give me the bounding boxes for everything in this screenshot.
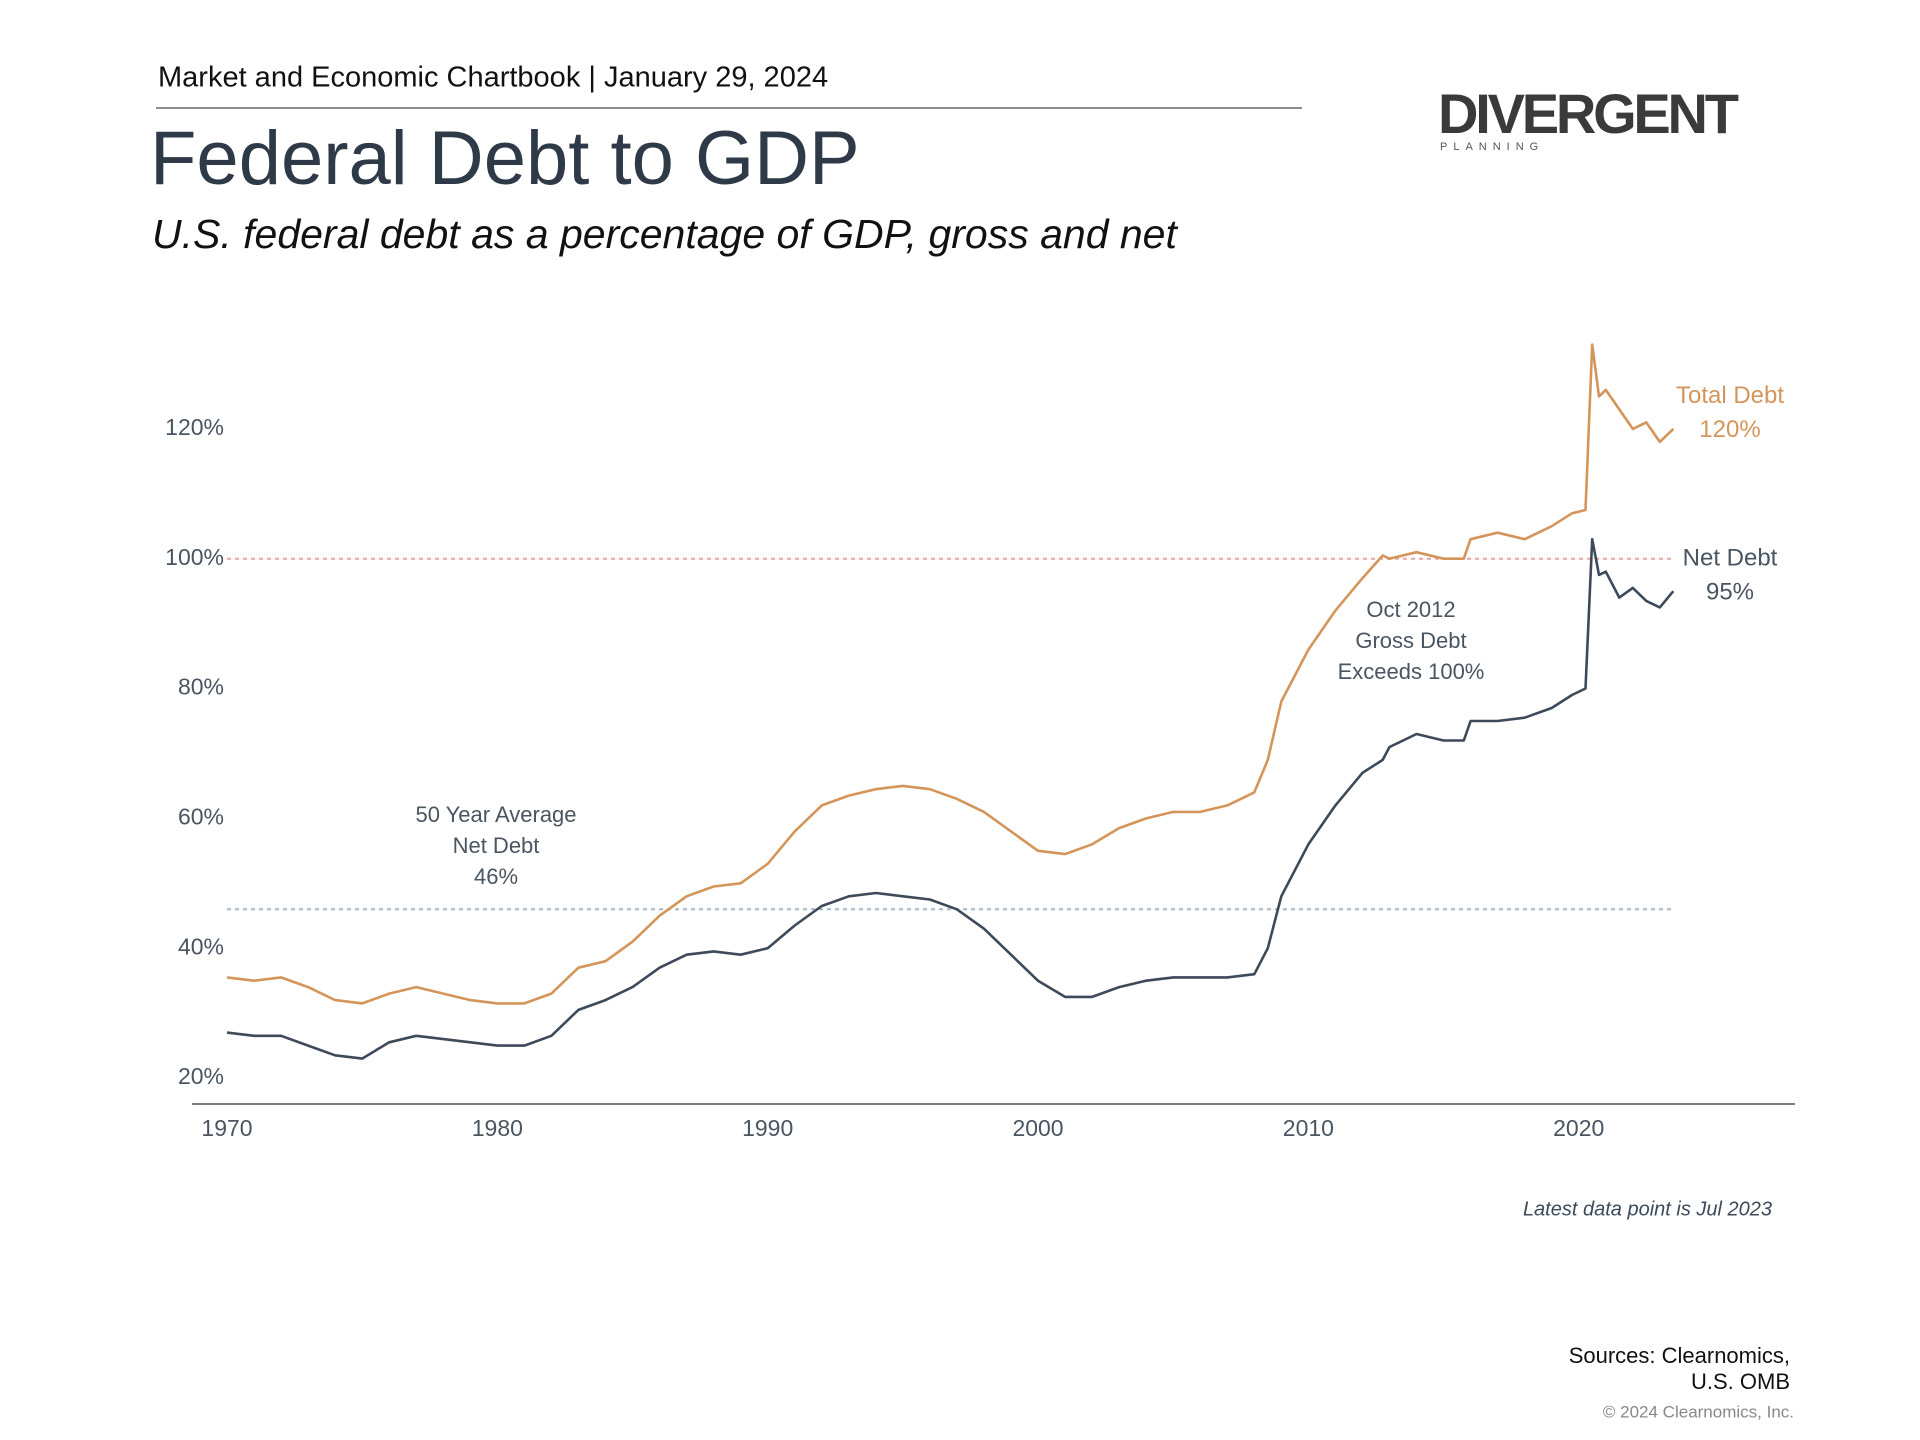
y-tick-label: 40% bbox=[178, 933, 224, 959]
annotation: Oct 2012 bbox=[1366, 597, 1455, 622]
copyright: © 2024 Clearnomics, Inc. bbox=[1603, 1402, 1794, 1421]
logo-name: DIVERGENT bbox=[1438, 82, 1739, 145]
x-tick-label: 2000 bbox=[1012, 1115, 1063, 1141]
source: Sources: Clearnomics, bbox=[1569, 1343, 1790, 1368]
header: Market and Economic Chartbook | January … bbox=[158, 62, 828, 94]
annotation: Gross Debt bbox=[1355, 628, 1466, 653]
x-tick-label: 2010 bbox=[1283, 1115, 1334, 1141]
x-tick-label: 2020 bbox=[1553, 1115, 1604, 1141]
legend-label: Net Debt bbox=[1683, 545, 1778, 572]
legend-label: Total Debt bbox=[1676, 382, 1784, 409]
x-tick-label: 1970 bbox=[201, 1115, 252, 1141]
series-line bbox=[226, 343, 1675, 1005]
series-line bbox=[226, 537, 1675, 1060]
chart-title: Federal Debt to GDP bbox=[150, 116, 860, 201]
y-tick-label: 60% bbox=[178, 803, 224, 829]
x-tick-label: 1990 bbox=[742, 1115, 793, 1141]
value-label: 120% bbox=[1699, 416, 1760, 443]
value-label: 95% bbox=[1706, 579, 1754, 606]
annotation: 50 Year Average bbox=[415, 802, 576, 827]
y-tick-label: 80% bbox=[178, 674, 224, 700]
note: Latest data point is Jul 2023 bbox=[1523, 1198, 1772, 1220]
x-tick-label: 1980 bbox=[472, 1115, 523, 1141]
y-tick-label: 100% bbox=[165, 544, 224, 570]
source: U.S. OMB bbox=[1691, 1369, 1790, 1394]
logo-tagline: PLANNING bbox=[1440, 141, 1544, 153]
annotation: 46% bbox=[474, 864, 518, 889]
y-tick-label: 120% bbox=[165, 414, 224, 440]
chart-subtitle: U.S. federal debt as a percentage of GDP… bbox=[152, 211, 1178, 257]
annotation: Exceeds 100% bbox=[1338, 659, 1485, 684]
y-tick-label: 20% bbox=[178, 1063, 224, 1089]
annotation: Net Debt bbox=[453, 833, 540, 858]
